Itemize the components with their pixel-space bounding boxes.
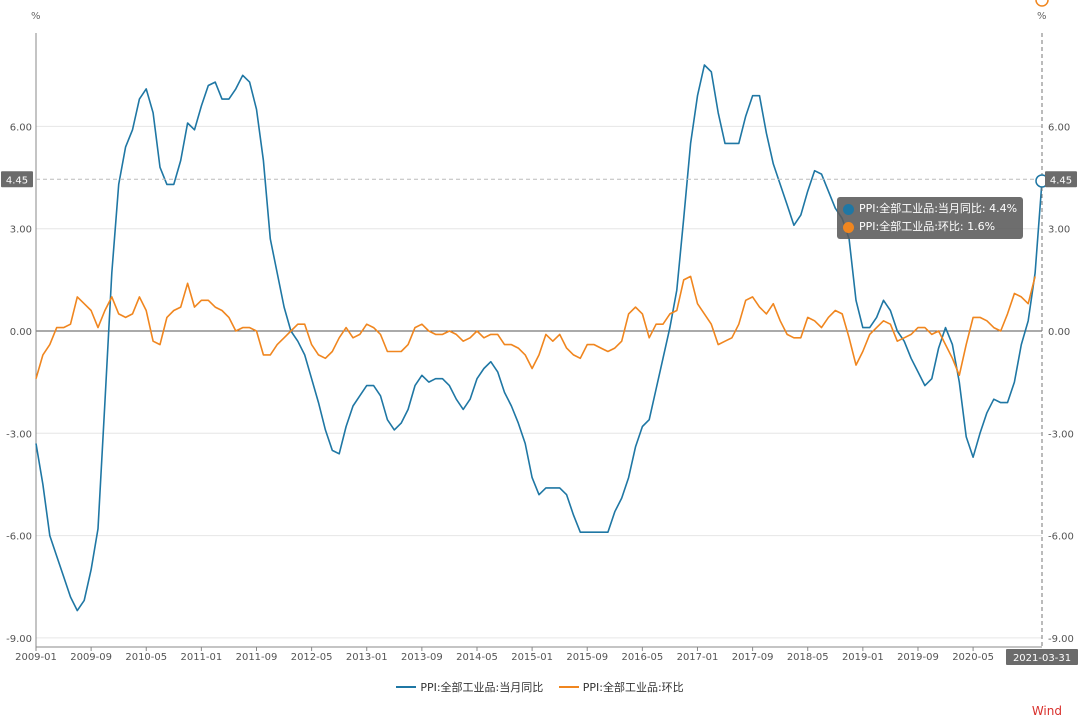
legend-mom-label: PPI:全部工业品:环比 [582, 681, 684, 694]
tooltip-yoy-text: PPI:全部工业品:当月同比: 4.4% [859, 202, 1018, 215]
wind-brand-logo: Wind [1031, 704, 1062, 718]
x-tick-label: 2013-09 [401, 652, 443, 663]
y-tick-label-right: 6.00 [1048, 122, 1070, 133]
right-y-unit-label: % [1037, 11, 1047, 22]
x-tick-label: 2020-05 [952, 652, 994, 663]
y-tick-label-left: -6.00 [6, 532, 32, 543]
legend-item-mom[interactable]: PPI:全部工业品:环比 [558, 679, 684, 695]
x-tick-label: 2017-01 [677, 652, 719, 663]
crosshair-y-label-right: 4.45 [1050, 175, 1072, 186]
x-tick-label: 2009-01 [15, 652, 57, 663]
left-y-unit-label: % [31, 11, 41, 22]
x-tick-label: 2015-09 [566, 652, 608, 663]
y-tick-label-left: -9.00 [6, 634, 32, 645]
series-line-mom [35, 275, 1036, 379]
y-tick-label-right: -9.00 [1048, 634, 1074, 645]
crosshair-layer: 4.45 4.45 2021-03-31 [1, 0, 1078, 665]
y-tick-label-left: 6.00 [10, 122, 32, 133]
y-tick-label-left: 3.00 [10, 225, 32, 236]
tooltip-row-yoy: PPI:全部工业品:当月同比: 4.4% [843, 200, 1017, 218]
yoy-dot-icon [843, 203, 854, 215]
x-tick-label: 2013-01 [346, 652, 388, 663]
y-tick-label-right: -6.00 [1048, 532, 1074, 543]
crosshair-y-label-left: 4.45 [6, 175, 28, 186]
chart-legend: PPI:全部工业品:当月同比 PPI:全部工业品:环比 [0, 678, 1080, 695]
yoy-line-swatch-icon [396, 686, 417, 688]
mom-line-swatch-icon [558, 686, 579, 688]
crosshair-y-badge-left [1, 171, 33, 188]
crosshair-x-badge [1006, 649, 1078, 665]
x-tick-label: 2011-09 [236, 652, 278, 663]
tooltip-mom-text: PPI:全部工业品:环比: 1.6% [859, 220, 996, 233]
x-tick-label: 2016-05 [621, 652, 663, 663]
x-tick-label: 2009-09 [70, 652, 112, 663]
y-tick-label-right: 3.00 [1048, 225, 1070, 236]
legend-yoy-label: PPI:全部工业品:当月同比 [420, 681, 544, 694]
series-layer [35, 64, 1043, 612]
crosshair-x-label: 2021-03-31 [1013, 653, 1071, 664]
mom-dot-icon [843, 221, 854, 233]
x-tick-label: 2010-05 [125, 652, 167, 663]
x-tick-label: 2015-01 [511, 652, 553, 663]
data-tooltip: PPI:全部工业品:当月同比: 4.4% PPI:全部工业品:环比: 1.6% [837, 197, 1024, 239]
y-tick-label-left: 0.00 [10, 327, 32, 338]
x-tick-label: 2019-01 [842, 652, 884, 663]
y-tick-label-left: -3.00 [6, 429, 32, 440]
hover-marker-mom [1035, 0, 1049, 7]
x-tick-label: 2012-05 [291, 652, 333, 663]
x-tick-label: 2017-09 [732, 652, 774, 663]
crosshair-y-badge-right [1045, 171, 1077, 188]
axis-layer: 6.00 6.00 3.00 3.00 0.00 0.00 -3.00 -3.00 -6.00 -… [6, 33, 1074, 663]
x-tick-label: 2014-05 [456, 652, 498, 663]
x-tick-label: 2011-01 [180, 652, 222, 663]
legend-item-yoy[interactable]: PPI:全部工业品:当月同比 [396, 679, 543, 695]
series-line-yoy [35, 64, 1043, 612]
tooltip-row-mom: PPI:全部工业品:环比: 1.6% [843, 218, 1017, 236]
x-tick-label: 2019-09 [897, 652, 939, 663]
y-tick-label-right: -3.00 [1048, 429, 1074, 440]
y-tick-label-right: 0.00 [1048, 327, 1070, 338]
x-tick-label: 2018-05 [787, 652, 829, 663]
